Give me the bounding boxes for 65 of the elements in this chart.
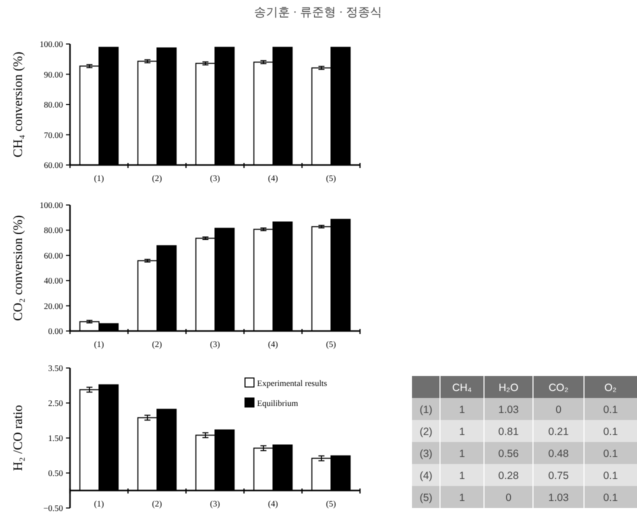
y-tick-label: 0.00 bbox=[48, 326, 63, 336]
data-label: 1 bbox=[459, 404, 466, 416]
x-tick-label: (5) bbox=[326, 498, 336, 508]
y-tick-label: 80.00 bbox=[44, 100, 63, 110]
y-tick-label: (1) bbox=[420, 404, 432, 416]
y-tick-label: 60.00 bbox=[44, 250, 63, 260]
x-tick-label: (1) bbox=[94, 339, 104, 349]
y-tick-label: 0.50 bbox=[48, 468, 63, 478]
data-label: 1 bbox=[459, 470, 466, 482]
data-label: 1 bbox=[459, 448, 466, 460]
x-tick-label: (3) bbox=[210, 339, 220, 349]
y-tick-label: −0.50 bbox=[43, 503, 63, 512]
legend-label: Experimental results bbox=[257, 378, 328, 388]
y-tick-label: 90.00 bbox=[44, 69, 63, 80]
x-tick-label: (3) bbox=[210, 173, 220, 183]
x-tick-label: (2) bbox=[152, 339, 162, 349]
x-tick-label: (1) bbox=[94, 173, 104, 183]
x-tick-label: (4) bbox=[268, 498, 278, 508]
y-tick-label: (3) bbox=[420, 448, 432, 460]
y-tick-label: 2.50 bbox=[48, 398, 63, 408]
x-tick-label: (5) bbox=[326, 173, 336, 183]
data-label: 1.03 bbox=[498, 404, 519, 416]
data-label: 0.1 bbox=[603, 404, 618, 416]
data-label: 0.28 bbox=[498, 470, 519, 482]
data-label: 1 bbox=[459, 426, 466, 438]
x-tick-label: CO₂ bbox=[548, 382, 568, 394]
x-tick-label: (4) bbox=[268, 173, 278, 183]
data-label: 0.1 bbox=[603, 492, 618, 504]
y-axis-title: H₂ /CO ratio bbox=[10, 405, 25, 471]
data-label: 0.56 bbox=[498, 448, 519, 460]
y-tick-label: 1.50 bbox=[48, 433, 63, 443]
y-tick-label: 100.00 bbox=[40, 200, 63, 210]
x-tick-label: (5) bbox=[326, 339, 336, 349]
y-tick-label: 3.50 bbox=[48, 363, 63, 373]
x-tick-label: (2) bbox=[152, 498, 162, 508]
chart-title: 송기훈 · 류준형 · 정종식 bbox=[254, 5, 382, 19]
data-label: 0.1 bbox=[603, 448, 618, 460]
x-tick-label: (3) bbox=[210, 498, 220, 508]
data-label: 0.81 bbox=[498, 426, 519, 438]
y-tick-label: 80.00 bbox=[44, 225, 63, 236]
x-tick-label: (1) bbox=[94, 498, 104, 508]
x-tick-label: (2) bbox=[152, 173, 162, 183]
x-tick-label: CH₄ bbox=[452, 382, 472, 394]
y-tick-label: 40.00 bbox=[44, 276, 63, 286]
y-tick-label: 20.00 bbox=[44, 300, 63, 311]
data-label: 0.48 bbox=[548, 448, 569, 460]
data-label: 0 bbox=[556, 404, 562, 416]
y-axis-title: CO₂ conversion (%) bbox=[10, 215, 25, 321]
data-label: 1 bbox=[459, 492, 466, 504]
x-tick-label: (4) bbox=[268, 339, 278, 349]
y-axis-title: CH₄ conversion (%) bbox=[10, 52, 25, 158]
data-label: 1.03 bbox=[548, 492, 569, 504]
y-tick-label: 70.00 bbox=[44, 130, 63, 140]
data-label: 0.75 bbox=[548, 470, 569, 482]
legend-label: Equilibrium bbox=[257, 398, 298, 408]
x-tick-label: O₂ bbox=[604, 382, 617, 394]
y-tick-label: 100.00 bbox=[40, 39, 63, 49]
data-label: 0.1 bbox=[603, 470, 618, 482]
y-tick-label: 60.00 bbox=[44, 160, 63, 170]
y-tick-label: (4) bbox=[420, 470, 432, 482]
data-label: 0.21 bbox=[548, 426, 569, 438]
y-tick-label: (2) bbox=[420, 426, 432, 438]
data-label: 0.1 bbox=[603, 426, 618, 438]
x-tick-label: H₂O bbox=[498, 382, 518, 394]
data-label: 0 bbox=[506, 492, 512, 504]
